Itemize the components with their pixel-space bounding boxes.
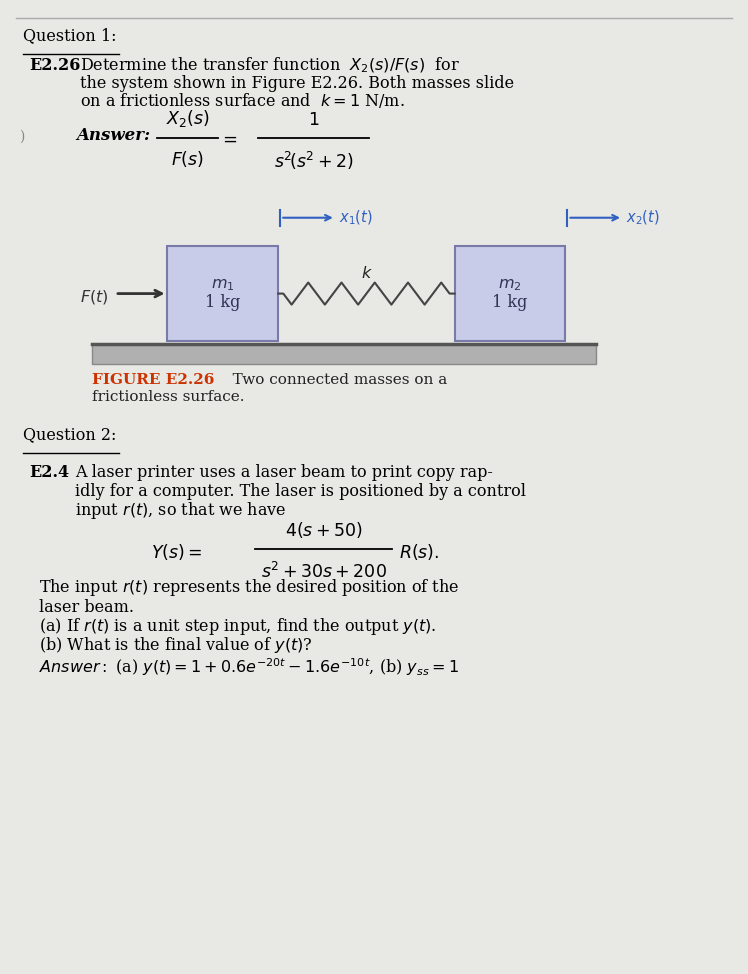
Text: the system shown in Figure E2.26. Both masses slide: the system shown in Figure E2.26. Both m… — [80, 75, 514, 93]
Text: $F(t)$: $F(t)$ — [80, 287, 109, 306]
Text: $4(s + 50)$: $4(s + 50)$ — [285, 520, 363, 541]
Bar — [455, 245, 565, 341]
Text: $X_2(s)$: $X_2(s)$ — [165, 108, 209, 130]
Text: $1$: $1$ — [308, 112, 319, 130]
Text: $m_2$: $m_2$ — [498, 276, 522, 293]
Text: $s^2\!\left(s^2 + 2\right)$: $s^2\!\left(s^2 + 2\right)$ — [274, 149, 354, 171]
Text: A laser printer uses a laser beam to print copy rap-: A laser printer uses a laser beam to pri… — [75, 464, 493, 481]
Text: on a frictionless surface and  $k = 1$ N/m.: on a frictionless surface and $k = 1$ N/… — [80, 92, 405, 110]
Text: $F(s)$: $F(s)$ — [171, 149, 204, 169]
Text: ): ) — [19, 130, 25, 143]
Text: laser beam.: laser beam. — [40, 599, 135, 616]
Bar — [92, 345, 595, 364]
Text: $R(s).$: $R(s).$ — [399, 543, 440, 562]
Text: (a) If $r(t)$ is a unit step input, find the output $y(t)$.: (a) If $r(t)$ is a unit step input, find… — [40, 616, 437, 637]
Text: Question 2:: Question 2: — [23, 426, 117, 443]
Bar — [168, 245, 278, 341]
Text: FIGURE E2.26: FIGURE E2.26 — [92, 372, 214, 387]
Text: E2.4: E2.4 — [29, 464, 70, 481]
Text: idly for a computer. The laser is positioned by a control: idly for a computer. The laser is positi… — [75, 483, 526, 500]
Text: Answer:: Answer: — [77, 128, 151, 144]
Text: Question 1:: Question 1: — [23, 27, 117, 44]
Text: E2.26: E2.26 — [29, 57, 81, 74]
Text: The input $r(t)$ represents the desired position of the: The input $r(t)$ represents the desired … — [40, 578, 459, 598]
Text: $=$: $=$ — [218, 130, 237, 147]
Text: $k$: $k$ — [361, 265, 373, 281]
Text: (b) What is the final value of $y(t)$?: (b) What is the final value of $y(t)$? — [40, 635, 313, 655]
Text: input $r(t)$, so that we have: input $r(t)$, so that we have — [75, 500, 286, 521]
Text: $Y(s) =$: $Y(s) =$ — [151, 543, 203, 562]
Text: $x_2(t)$: $x_2(t)$ — [626, 209, 660, 228]
Text: $s^2 + 30s + 200$: $s^2 + 30s + 200$ — [260, 562, 387, 582]
Text: 1 kg: 1 kg — [205, 294, 241, 311]
Text: Two connected masses on a: Two connected masses on a — [218, 372, 447, 387]
Text: frictionless surface.: frictionless surface. — [92, 390, 245, 403]
Text: $\mathit{Answer:}$ (a) $y(t) = 1 + 0.6e^{-20t} - 1.6e^{-10t}$, (b) $y_{ss} = 1$: $\mathit{Answer:}$ (a) $y(t) = 1 + 0.6e^… — [40, 656, 459, 678]
Text: 1 kg: 1 kg — [492, 294, 528, 311]
Text: $x_1(t)$: $x_1(t)$ — [339, 209, 373, 228]
Text: $m_1$: $m_1$ — [211, 276, 235, 293]
Text: Determine the transfer function  $X_2(s)/F(s)$  for: Determine the transfer function $X_2(s)/… — [80, 56, 459, 75]
